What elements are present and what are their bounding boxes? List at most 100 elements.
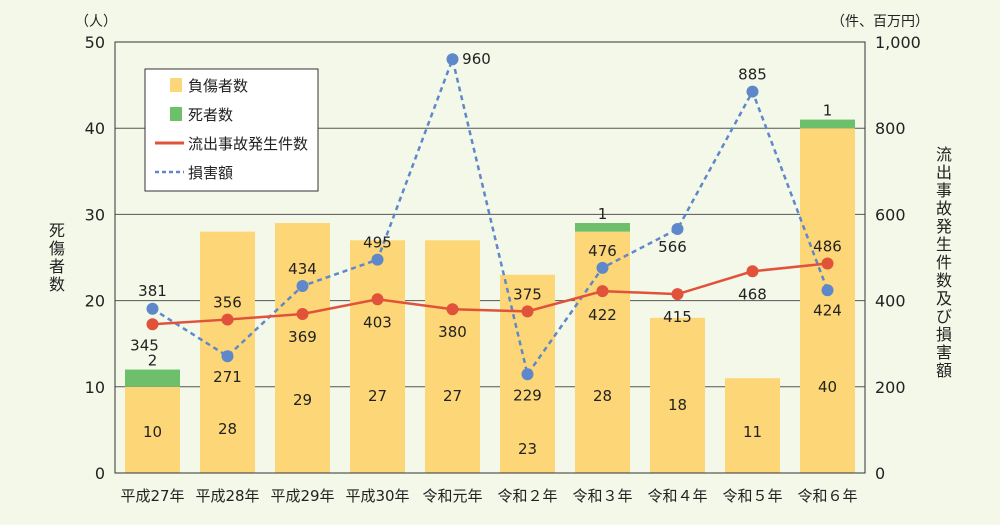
label-injured: 28 [593,387,612,405]
label-injured: 29 [293,391,312,409]
bar-injured [275,223,330,473]
bar-injured [725,378,780,473]
legend-label-damages: 損害額 [188,164,233,182]
label-incidents: 369 [288,328,317,346]
label-incidents: 403 [363,313,392,331]
label-incidents: 415 [663,308,692,326]
point-incidents [746,265,759,278]
axis-title-char: 傷 [49,239,65,258]
point-damages [596,261,609,274]
y-tick-left: 10 [85,378,105,397]
label-incidents: 380 [438,323,467,341]
x-tick-label: 令和４年 [647,487,707,505]
y-tick-left: 50 [85,33,105,52]
label-incidents: 422 [588,306,617,324]
legend-swatch-deaths [170,107,182,121]
bar-injured [800,128,855,473]
line-damages [151,54,829,378]
x-tick-label: 平成28年 [195,487,259,505]
axis-title-char: 件 [936,253,952,272]
label-damages: 566 [658,238,687,256]
point-incidents [521,305,534,318]
label-damages: 885 [738,66,767,84]
y-tick-right: 1,000 [875,33,921,52]
axis-title-char: 数 [49,275,65,294]
axis-title-char: 発 [936,217,952,236]
y-tick-left: 20 [85,292,105,311]
point-incidents [446,303,459,316]
label-injured: 27 [443,387,462,405]
x-tick-label: 平成30年 [345,487,409,505]
label-deaths: 2 [148,352,158,370]
x-tick-label: 令和６年 [797,487,857,505]
y-tick-right: 0 [875,464,885,483]
right-axis-title: 流出事故発生件数及び損害額 [936,145,952,380]
point-incidents [146,318,159,331]
label-injured: 18 [668,396,687,414]
axis-title-char: 害 [936,343,952,362]
legend-label-injured: 負傷者数 [188,77,248,95]
label-incidents: 486 [813,238,842,256]
point-incidents [596,285,609,298]
point-damages [371,253,384,266]
x-tick-label: 平成29年 [270,487,334,505]
bar-injured [650,317,705,473]
axis-title-char: 及 [936,289,952,308]
axis-title-char: 故 [936,199,952,218]
bar-deaths [575,223,630,232]
plot-frame [114,41,866,474]
right-axis-unit: （件、百万円） [831,14,929,30]
point-damages [746,85,759,98]
label-incidents: 375 [513,285,542,303]
label-damages: 476 [588,242,617,260]
left-axis-unit: （人） [75,14,117,30]
point-damages [296,279,309,292]
label-damages: 495 [363,234,392,252]
label-damages: 434 [288,260,317,278]
y-tick-right: 200 [875,378,906,397]
x-tick-label: 平成27年 [120,487,184,505]
label-damages: 960 [462,50,491,68]
point-incidents [221,313,234,326]
label-injured: 23 [518,440,537,458]
point-incidents [296,307,309,320]
label-deaths: 1 [598,205,608,223]
axis-title-char: 生 [936,235,952,254]
bar-injured [350,240,405,473]
line-incidents [152,262,828,326]
y-tick-right: 400 [875,292,906,311]
axis-title-char: 死 [49,221,65,240]
axis-title-char: 者 [49,257,65,276]
point-damages [821,284,834,297]
label-incidents: 468 [738,285,767,303]
label-injured: 10 [143,423,162,441]
y-tick-left: 40 [85,119,105,138]
point-incidents [371,293,384,306]
axis-title-char: 額 [936,361,952,380]
axis-title-char: び [936,307,952,326]
legend-label-incidents: 流出事故発生件数 [188,135,308,153]
bar-deaths [125,369,180,387]
point-incidents [671,288,684,301]
bar-deaths [800,119,855,129]
legend-swatch-injured [170,78,182,92]
bar-injured [425,240,480,473]
lines [146,53,834,381]
label-deaths: 1 [823,102,833,120]
label-damages: 381 [138,282,167,300]
y-tick-left: 30 [85,205,105,224]
label-injured: 11 [743,423,762,441]
point-damages [521,368,534,381]
point-damages [671,223,684,236]
axes: 0102030405002004006008001,000平成27年 平成28年平… [85,33,921,505]
left-axis-title: 死傷者数 [49,221,65,294]
bar-injured [125,386,180,473]
label-incidents: 345 [130,336,159,354]
axis-title-char: 流 [936,145,952,164]
x-tick-label: 令和元年 [422,487,482,505]
x-tick-label: 令和５年 [722,487,782,505]
point-damages [221,350,234,363]
y-tick-right: 600 [875,205,906,224]
